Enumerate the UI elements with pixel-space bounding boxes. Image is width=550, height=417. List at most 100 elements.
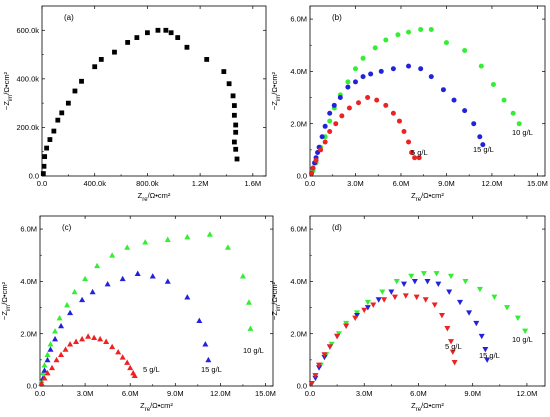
data-point [352, 79, 358, 85]
y-tick-label: 2.0M [290, 119, 307, 128]
data-point [408, 273, 415, 280]
data-point [462, 278, 469, 285]
data-point [416, 155, 422, 161]
series-10-g-l [308, 271, 529, 387]
data-point [356, 100, 362, 106]
data-point [510, 110, 516, 116]
y-axis-label: −Zim/Ω•cm² [270, 71, 282, 110]
data-point [79, 296, 86, 303]
data-point [501, 97, 507, 103]
x-tick-label: 9.0M [464, 389, 481, 398]
data-point [55, 117, 61, 123]
data-point [345, 84, 351, 90]
data-point [233, 129, 239, 135]
data-point [234, 156, 240, 162]
chart-panel-c: 0.0 3.0M 6.0M 9.0M 12.0M 15.0M 0.0 2.0M 4.0M 6.0M… [0, 215, 276, 413]
data-point [64, 301, 71, 308]
data-point [446, 289, 453, 295]
data-point [247, 325, 254, 331]
data-point [360, 55, 366, 61]
data-point [109, 343, 116, 350]
data-point [418, 27, 424, 33]
data-point [424, 278, 431, 285]
data-point [490, 81, 496, 87]
data-point [449, 349, 456, 355]
data-point [422, 297, 429, 303]
data-point [41, 163, 47, 169]
data-point [393, 278, 400, 285]
data-point [339, 113, 345, 119]
x-tick-label: 0.0 [37, 179, 47, 188]
data-point [103, 338, 110, 344]
y-tick-label: 6.0M [20, 225, 37, 234]
series-label: 5 g/L [445, 342, 462, 351]
data-point [310, 165, 316, 171]
series-15-g-l [38, 270, 212, 386]
y-tick-label: 0.0 [29, 172, 39, 181]
series-label: 10 g/L [512, 335, 533, 344]
data-point [85, 333, 92, 339]
data-point [343, 323, 350, 329]
data-point [134, 270, 141, 276]
chart-panel-a: 0.0 400.0k 800.0k 1.2M 1.6M 0.0 200.0k 400.0k 60… [2, 5, 267, 203]
data-point [390, 66, 396, 72]
data-point [44, 356, 51, 363]
data-point [42, 154, 48, 159]
data-point [205, 356, 212, 363]
data-point [396, 118, 402, 124]
x-tick-label: 12.0M [210, 389, 231, 398]
data-point [233, 122, 239, 128]
data-point [91, 334, 98, 341]
chart-panel-d: 0.0 3.0M 6.0M 9.0M 12.0M 0.0 2.0M 4.0M 6.0M (d) Zr… [270, 215, 546, 413]
data-point [67, 341, 74, 347]
y-tick-label: 6.0M [290, 15, 307, 24]
data-point [364, 299, 371, 306]
data-point [438, 312, 445, 319]
data-point [457, 299, 464, 306]
data-point [333, 121, 339, 127]
data-point [71, 288, 78, 295]
x-tick-label: 0.0 [305, 179, 315, 188]
data-point [40, 171, 46, 176]
data-point [412, 155, 418, 161]
data-point [73, 338, 80, 344]
data-point [383, 37, 389, 43]
data-point [368, 71, 374, 77]
data-point [444, 326, 451, 332]
data-point [327, 110, 333, 116]
data-point [98, 57, 104, 62]
data-point [462, 108, 468, 114]
x-tick-label: 1.2M [192, 179, 209, 188]
data-point [145, 30, 150, 36]
data-point [142, 239, 149, 245]
series-label: 15 g/L [201, 365, 222, 374]
data-point [395, 32, 401, 38]
data-point [202, 341, 209, 347]
series-label: 5 g/L [143, 365, 160, 374]
data-point [420, 271, 427, 277]
data-point [168, 30, 174, 36]
panel-label: (b) [332, 13, 342, 22]
data-point [522, 328, 529, 335]
data-point [428, 74, 434, 80]
data-point [514, 315, 521, 321]
data-point [79, 78, 84, 84]
data-point [62, 346, 69, 352]
x-tick-label: 12.0M [482, 179, 503, 188]
data-point [491, 294, 498, 301]
data-point [119, 275, 126, 282]
data-point [504, 305, 511, 311]
data-point [226, 81, 232, 87]
data-point [164, 278, 171, 284]
data-point [196, 317, 203, 324]
data-point [53, 356, 60, 363]
data-point [516, 121, 522, 127]
data-point [82, 275, 89, 282]
x-tick-label: 3.0M [77, 389, 94, 398]
data-point [448, 339, 454, 345]
data-point [38, 380, 45, 386]
data-point [52, 328, 59, 334]
data-point [184, 233, 191, 240]
x-axis-label: Zre/Ω•cm² [411, 401, 444, 413]
data-point [466, 310, 473, 316]
